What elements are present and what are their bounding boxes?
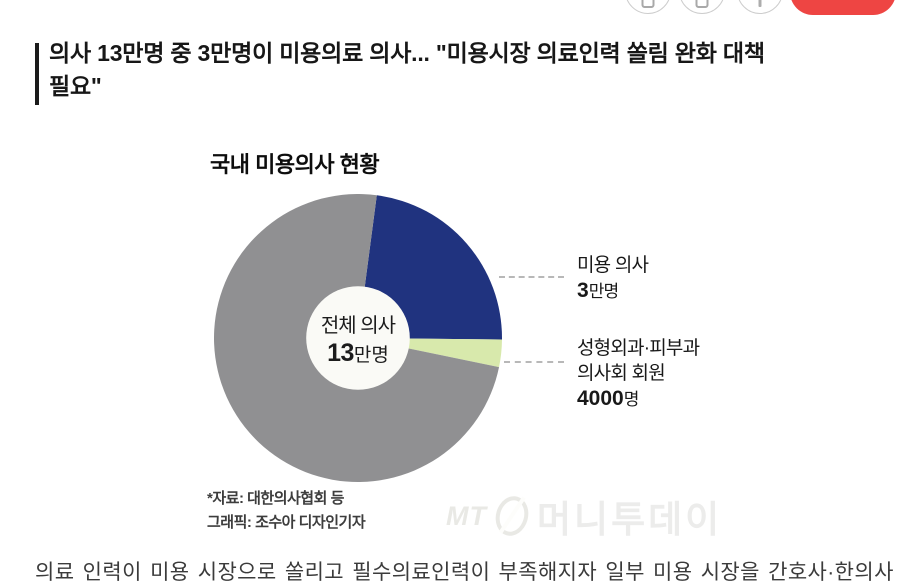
bookmark-button[interactable]	[625, 0, 671, 14]
callout-line-association	[504, 361, 564, 363]
copy-button[interactable]	[679, 0, 725, 14]
headline-accent-bar	[35, 43, 39, 105]
subscribe-button[interactable]	[790, 0, 896, 15]
headline-line-2: 필요"	[49, 73, 102, 99]
callout-label-association: 성형외과·피부과 의사회 회원 4000명	[577, 336, 700, 412]
headline-line-1: 의사 13만명 중 3만명이 미용의료 의사... "미용시장 의료인력 쏠림 …	[49, 40, 765, 66]
cosmetic-value: 3만명	[577, 279, 619, 302]
chart-credit: 그래픽: 조수아 디자인기자	[207, 514, 366, 531]
donut-hole	[306, 286, 410, 390]
center-label-line1: 전체 의사	[320, 315, 396, 337]
association-label-line2: 의사회 회원	[577, 363, 666, 384]
callout-label-cosmetic: 미용 의사 3만명	[577, 253, 649, 304]
cosmetic-label: 미용 의사	[577, 255, 649, 276]
chart-source: *자료: 대한의사협회 등	[207, 490, 344, 507]
copy-icon	[695, 0, 709, 8]
chart-source-credit: *자료: 대한의사협회 등 그래픽: 조수아 디자인기자	[207, 487, 366, 535]
article-headline: 의사 13만명 중 3만명이 미용의료 의사... "미용시장 의료인력 쏠림 …	[49, 37, 894, 103]
plus-icon	[758, 0, 762, 7]
association-value: 4000명	[577, 387, 639, 410]
chart-title: 국내 미용의사 현황	[210, 152, 380, 177]
plus-button[interactable]	[737, 0, 783, 14]
association-label-line1: 성형외과·피부과	[577, 338, 700, 359]
watermark-mt-logo: MT	[446, 500, 487, 531]
article-body-text: 의료 인력이 미용 시장으로 쏠리고 필수의료인력이 부족해지자 일부 미용 시…	[35, 561, 894, 584]
donut-center-label: 전체 의사 13만명	[278, 309, 438, 368]
watermark-publisher-name: 머니투데이	[536, 499, 723, 540]
watermark-coin-icon	[491, 492, 533, 540]
center-label-value: 13만명	[327, 339, 389, 367]
callout-line-cosmetic	[499, 276, 564, 278]
bookmark-icon	[641, 0, 655, 8]
donut-chart-svg	[214, 194, 502, 482]
publisher-watermark: MT 머니투데이	[446, 489, 722, 543]
